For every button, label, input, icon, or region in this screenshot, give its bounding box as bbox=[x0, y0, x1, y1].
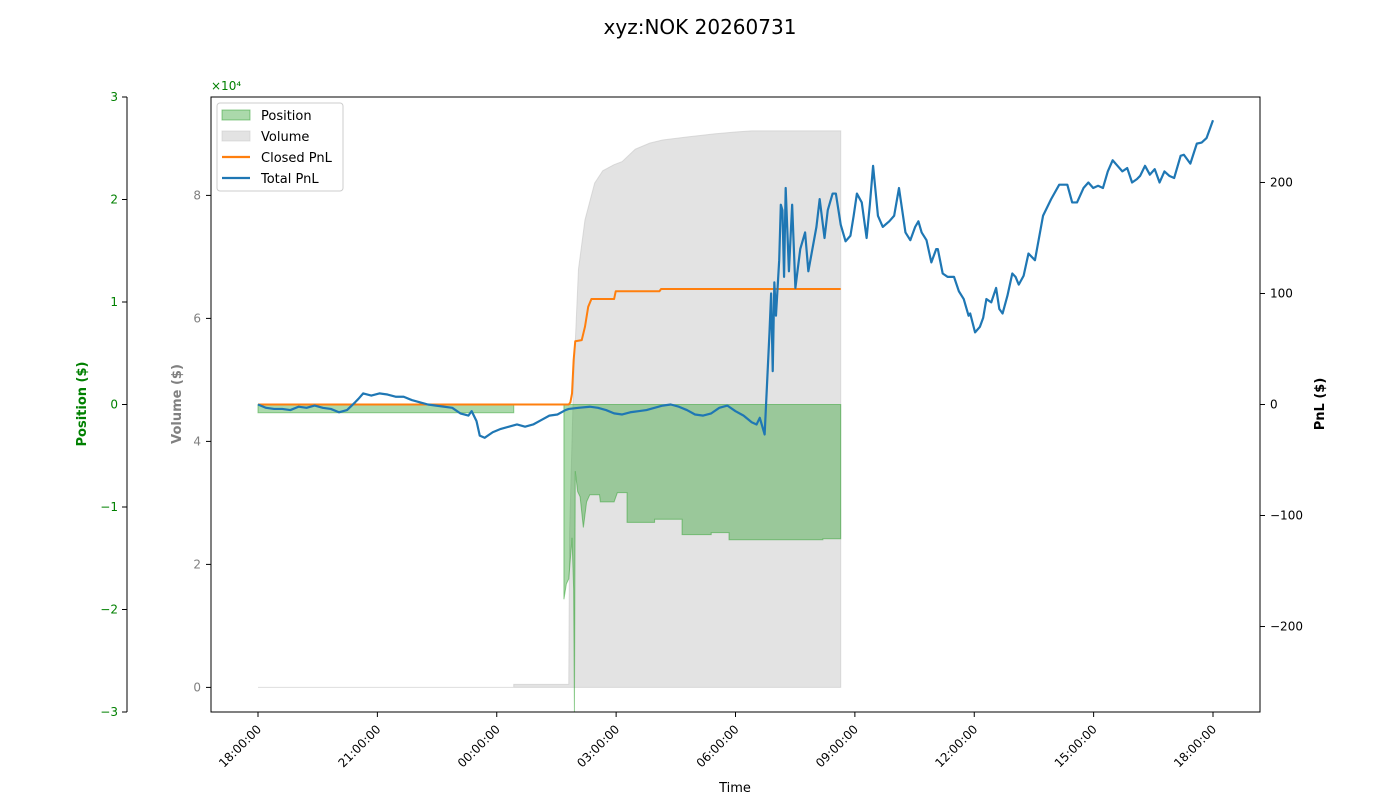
legend-swatch bbox=[221, 109, 251, 121]
position-tick-label: 1 bbox=[110, 295, 118, 309]
x-tick-label: 12:00:00 bbox=[932, 722, 980, 770]
position-tick-label: 0 bbox=[110, 398, 118, 412]
x-axis: 18:00:00 21:00:00 00:00:00 03:00:00 06:00:00… bbox=[216, 712, 1219, 770]
position-tick-label: 3 bbox=[110, 90, 118, 104]
position-axis: −3 −2 −1 0 1 2 3 bbox=[100, 90, 128, 719]
volume-area bbox=[258, 130, 842, 688]
x-tick-label: 15:00:00 bbox=[1052, 722, 1100, 770]
x-tick-label: 06:00:00 bbox=[694, 722, 742, 770]
x-tick-label: 18:00:00 bbox=[216, 722, 264, 770]
x-axis-label: Time bbox=[718, 781, 751, 796]
pnl-tick-label: 200 bbox=[1270, 175, 1293, 189]
volume-tick-label: 6 bbox=[193, 311, 201, 325]
legend-box bbox=[216, 102, 344, 192]
pnl-axis-label: PnL ($) bbox=[1313, 378, 1328, 431]
pnl-axis: −200 −100 0 100 200 bbox=[1260, 175, 1303, 634]
legend-swatch bbox=[221, 130, 251, 142]
x-tick-label: 03:00:00 bbox=[574, 722, 622, 770]
legend-label: Closed PnL bbox=[261, 151, 333, 166]
pnl-tick-label: −100 bbox=[1270, 509, 1303, 523]
x-tick-label: 00:00:00 bbox=[455, 722, 503, 770]
position-scale-label: ×10⁴ bbox=[211, 79, 241, 93]
volume-axis-label: Volume ($) bbox=[170, 364, 185, 444]
legend: Position Volume Closed PnL Total PnL bbox=[216, 102, 344, 192]
volume-tick-label: 0 bbox=[193, 680, 201, 694]
volume-tick-label: 2 bbox=[193, 557, 201, 571]
position-axis-label: Position ($) bbox=[75, 362, 90, 447]
x-tick-label: 09:00:00 bbox=[813, 722, 861, 770]
position-area bbox=[257, 404, 842, 713]
volume-axis: 0 2 4 6 8 bbox=[193, 188, 211, 694]
legend-label: Position bbox=[261, 109, 312, 124]
x-tick-label: 21:00:00 bbox=[335, 722, 383, 770]
closed-pnl-line bbox=[258, 288, 841, 406]
chart-title: xyz:NOK 20260731 bbox=[604, 15, 797, 39]
legend-label: Volume bbox=[261, 130, 309, 145]
series-layer bbox=[257, 119, 1215, 713]
position-tick-label: −3 bbox=[100, 705, 118, 719]
volume-tick-label: 8 bbox=[193, 188, 201, 202]
x-tick-label: 18:00:00 bbox=[1171, 722, 1219, 770]
volume-tick-label: 4 bbox=[193, 434, 201, 448]
pnl-tick-label: −200 bbox=[1270, 620, 1303, 634]
position-tick-label: −2 bbox=[100, 603, 118, 617]
legend-label: Total PnL bbox=[260, 172, 319, 187]
pnl-tick-label: 100 bbox=[1270, 286, 1293, 300]
position-tick-label: 2 bbox=[110, 193, 118, 207]
pnl-tick-label: 0 bbox=[1270, 398, 1278, 412]
total-pnl-line bbox=[257, 119, 1215, 439]
position-tick-label: −1 bbox=[100, 500, 118, 514]
